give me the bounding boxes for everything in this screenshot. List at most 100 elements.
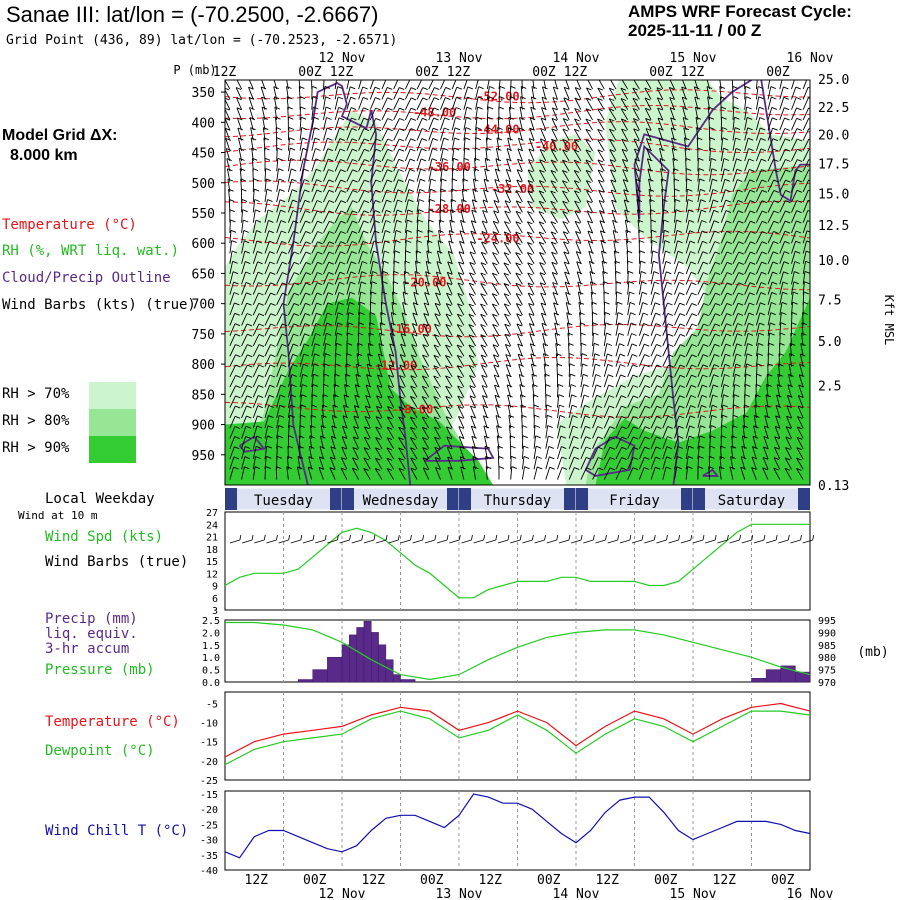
wind-barb: [346, 220, 353, 234]
wind-barb-flag: [624, 199, 630, 203]
wind-barb: [784, 457, 792, 470]
wind-barb-flag: [415, 260, 421, 264]
rh90-label: RH > 90%: [2, 440, 70, 456]
wind-barb-flag: [527, 221, 533, 225]
wind-barb: [720, 323, 727, 336]
wind-barb: [264, 466, 267, 480]
wind-barb: [225, 88, 231, 100]
wind-barb-flag: [540, 282, 546, 286]
wind-barb-flag: [457, 282, 464, 286]
wind-barb-flag: [773, 148, 779, 152]
wind-barb: [732, 282, 739, 295]
wind-barb: [485, 466, 488, 480]
wind-barb-flag: [773, 169, 779, 173]
wind-barb-flag: [691, 323, 698, 327]
wind-barb-flag: [471, 209, 477, 213]
wind-barb: [767, 322, 771, 336]
wind-barb: [610, 80, 617, 90]
wind-barb-flag: [544, 373, 550, 377]
wind-barb: [428, 80, 434, 90]
wind-barb-flag: [457, 405, 464, 409]
wind-barb-flag: [677, 446, 684, 449]
wind-barb: [685, 282, 692, 295]
wind-barb: [791, 149, 798, 162]
wind-barb: [468, 344, 476, 357]
wind-barb-flag: [352, 457, 358, 461]
height-tick-label: 22.5: [818, 101, 849, 116]
wind-barb: [342, 426, 348, 439]
wind-barb: [506, 374, 512, 388]
wind-barb: [515, 242, 523, 254]
wind-barb-flag: [419, 188, 425, 192]
wind-barb: [241, 395, 248, 408]
wind-barb: [369, 138, 377, 151]
wind-barb: [241, 251, 246, 264]
wind-barb-flag: [426, 250, 432, 254]
wind-barb-flag: [644, 354, 650, 358]
wind-barb-flag: [570, 373, 576, 377]
wind-barb: [527, 282, 535, 295]
wind-barb: [393, 240, 396, 254]
wind-barb-flag: [687, 466, 693, 470]
wind-barb-flag: [471, 220, 477, 224]
wind-barb-flag: [696, 127, 702, 130]
wind-barb: [503, 272, 512, 285]
wind-barb-flag: [410, 138, 416, 142]
wind-barb: [533, 466, 538, 480]
wind-barb: [334, 312, 339, 326]
wind-barb-flag: [736, 343, 742, 347]
wind-barb: [656, 87, 664, 100]
wind-barb: [433, 334, 441, 347]
wind-barb: [646, 158, 652, 172]
wind-barb-flag: [796, 107, 802, 111]
wind-barb: [753, 415, 757, 429]
wind-barb: [562, 139, 570, 151]
height-tick-label: 5.0: [818, 335, 841, 350]
wind-barb-flag: [636, 189, 642, 192]
wind-barb-flag: [590, 281, 596, 285]
wind-barb: [276, 262, 283, 275]
wind-barb: [276, 210, 281, 223]
wind-barb-flag: [518, 363, 524, 367]
wind-barb: [252, 395, 259, 408]
wind-barb-flag: [387, 138, 393, 142]
wind-barb-flag: [797, 169, 803, 173]
wind-barb: [287, 189, 293, 203]
temperature-contour: [225, 159, 810, 176]
wind-barb-flag: [622, 158, 628, 162]
wind-barb-flag: [557, 373, 563, 377]
wind-barb-flag: [632, 97, 639, 101]
wind-speed-tick-label: 21: [206, 533, 218, 544]
wind-barb: [459, 241, 465, 254]
wind-barb-flag: [286, 466, 292, 470]
wind-barb: [504, 221, 512, 234]
wind-barb: [568, 374, 571, 388]
wind-barb-flag: [644, 446, 650, 450]
wind-barb: [225, 148, 231, 162]
wind-barb: [451, 80, 457, 90]
wind-barb-flag: [281, 261, 288, 265]
wind-barb-flag: [493, 210, 499, 214]
wind-barb: [492, 354, 500, 367]
wind-barb-flag: [539, 241, 545, 245]
wind-barb-flag: [350, 86, 356, 90]
wind-barb-flag: [422, 344, 428, 348]
wind-barb: [334, 159, 341, 172]
wind-barb: [323, 333, 327, 347]
wind-barb-flag: [328, 271, 334, 275]
wind-barb: [422, 437, 430, 449]
wind-barb-flag: [467, 96, 473, 100]
wind-barb: [299, 231, 307, 244]
wind-barb-flag: [375, 199, 381, 203]
wind-barb-flag: [480, 334, 486, 338]
wind-barb-flag: [234, 323, 241, 327]
wind-barb-flag: [432, 148, 438, 151]
wind-barb: [393, 230, 397, 244]
wind-barb: [720, 137, 724, 151]
wind-barb-flag: [797, 405, 804, 409]
wind-barb: [720, 262, 728, 275]
wind-barb: [732, 210, 739, 223]
wind-barb: [440, 87, 447, 100]
wind-barb-flag: [382, 281, 388, 285]
wind-barb: [697, 323, 704, 336]
